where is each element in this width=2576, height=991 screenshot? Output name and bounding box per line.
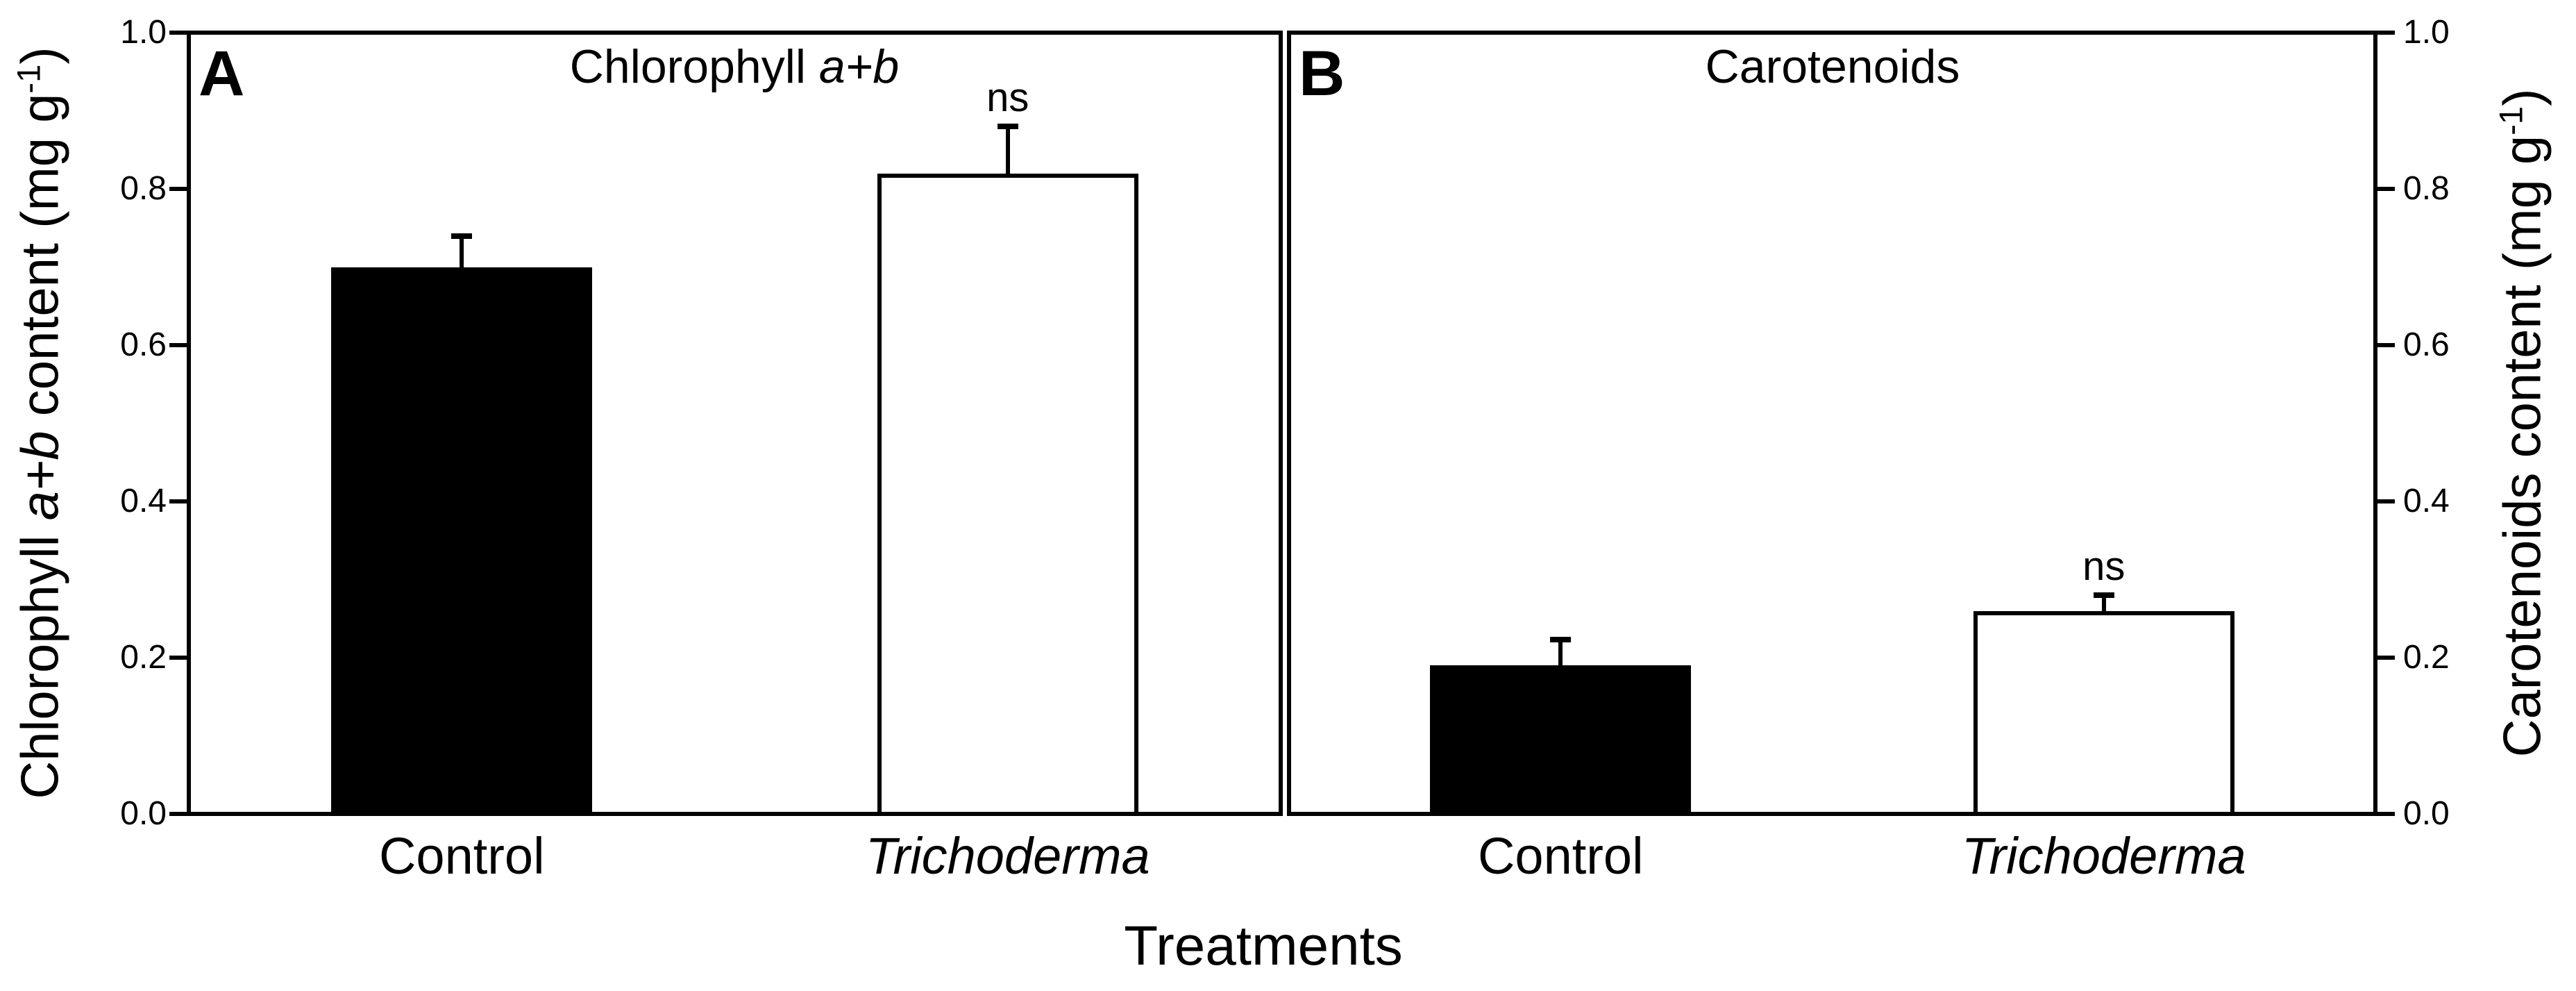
error-bar-cap [997, 124, 1018, 129]
significance-label: ns [986, 75, 1029, 120]
category-label-trichoderma: Trichoderma [1961, 827, 2246, 885]
error-bar [2101, 595, 2106, 611]
category-label-trichoderma: Trichoderma [865, 827, 1150, 885]
left-y-axis-tick [169, 656, 189, 660]
panel-a-letter: A [199, 38, 245, 109]
error-bar-cap [2093, 592, 2114, 598]
error-bar [1558, 640, 1563, 666]
left-y-tick-label: 0.2 [120, 639, 167, 676]
left-y-tick-label: 0.8 [120, 170, 167, 207]
bar-control [1430, 665, 1692, 816]
bar-control [331, 267, 593, 816]
panel-a-title: Chlorophyll a+b [569, 40, 900, 93]
left-y-tick-label: 0.6 [120, 326, 167, 363]
error-bar-cap [1550, 637, 1572, 643]
left-y-axis-tick [169, 343, 189, 347]
right-y-axis-tick [2375, 656, 2395, 660]
right-y-axis-tick [2375, 31, 2395, 35]
left-y-axis-tick [169, 187, 189, 191]
right-y-tick-label: 0.6 [2403, 326, 2450, 363]
right-y-axis-tick [2375, 499, 2395, 503]
panel-b-letter: B [1299, 38, 1345, 109]
error-bar [460, 235, 464, 267]
left-y-tick-label: 0.4 [120, 483, 167, 519]
error-bar-cap [451, 233, 473, 239]
left-y-axis-tick [169, 31, 189, 35]
right-y-axis-tick [2375, 343, 2395, 347]
right-y-tick-label: 0.0 [2403, 795, 2450, 832]
bar-trichoderma [1973, 610, 2234, 816]
left-y-axis-tick [169, 499, 189, 503]
error-bar [1005, 126, 1010, 174]
bar-trichoderma [877, 173, 1138, 816]
significance-label: ns [2082, 544, 2125, 589]
panel-b-title: Carotenoids [1705, 40, 1960, 93]
left-y-axis-title: Chlorophyll a+b content (mg g-1) [10, 47, 70, 799]
x-axis-title: Treatments [1124, 915, 1403, 976]
right-y-tick-label: 0.8 [2403, 170, 2450, 207]
right-y-tick-label: 1.0 [2403, 14, 2450, 51]
category-label-control: Control [1477, 827, 1644, 885]
right-y-axis-tick [2375, 187, 2395, 191]
left-y-tick-label: 0.0 [120, 795, 167, 832]
right-y-axis-tick [2375, 812, 2395, 816]
right-y-tick-label: 0.2 [2403, 639, 2450, 676]
left-y-tick-label: 1.0 [120, 14, 167, 51]
right-y-tick-label: 0.4 [2403, 483, 2450, 519]
category-label-control: Control [378, 827, 545, 885]
left-y-axis-tick [169, 812, 189, 816]
